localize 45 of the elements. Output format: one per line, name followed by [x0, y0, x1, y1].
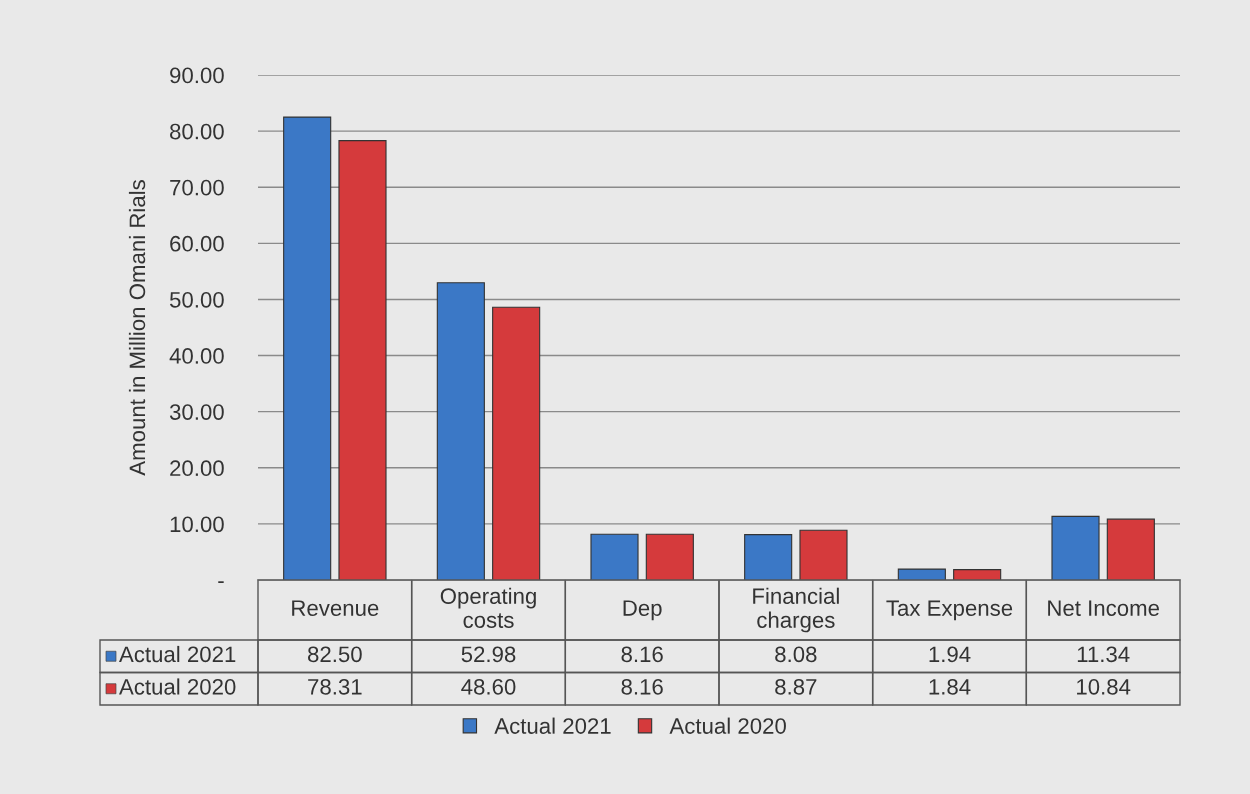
bar [436, 282, 485, 580]
y-tick-label: 10.00 [170, 516, 224, 533]
data-label: 8.87 [775, 678, 817, 695]
y-tick-label: 70.00 [170, 179, 224, 196]
legend-label: Actual 2021 [119, 645, 236, 663]
data-label: 11.34 [1077, 646, 1130, 663]
data-label: 10.84 [1077, 678, 1131, 695]
x-tick-label: Revenue [292, 600, 379, 616]
y-tick-label: 60.00 [170, 235, 224, 252]
data-label: 48.60 [461, 678, 516, 695]
bar [1051, 515, 1100, 580]
x-tick-label: Net Income [1048, 600, 1159, 616]
bar [799, 529, 848, 580]
data-label: 78.31 [308, 678, 362, 695]
bar [953, 569, 1002, 580]
x-tick-label: Operating costs [440, 587, 536, 628]
bar [744, 534, 793, 580]
data-label: 8.08 [775, 646, 817, 663]
text: Actual 2021 [494, 717, 611, 734]
y-axis-title: Amount in Million Omani Rials [128, 180, 146, 476]
y-tick-label: 30.00 [169, 404, 224, 420]
data-label: 82.50 [308, 646, 362, 663]
data-label: 1.94 [929, 646, 971, 663]
x-tick-label: Dep [623, 600, 662, 621]
data-label: 8.16 [621, 646, 663, 663]
bar [338, 140, 387, 580]
y-tick-label: 40.00 [169, 348, 224, 364]
x-tick-label: Tax Expense [886, 600, 1013, 621]
y-tick-label: 80.00 [170, 123, 224, 140]
y-tick-label: 50.00 [169, 291, 224, 308]
bar [897, 568, 946, 580]
y-tick-label: 90.00 [170, 67, 224, 84]
text: Actual 2020 [119, 678, 236, 695]
y-tick-label: - [218, 581, 224, 584]
x-tick-label: Financial charges [753, 587, 839, 633]
bar [492, 306, 541, 580]
y-tick-label: 20.00 [170, 460, 224, 477]
legend-label: Actual 2020 [669, 717, 786, 734]
data-label: 8.16 [621, 678, 663, 695]
bar [590, 533, 639, 580]
data-label: 1.84 [929, 678, 971, 695]
bar [1106, 518, 1155, 580]
bar [645, 533, 694, 580]
bar [283, 116, 332, 580]
data-label: 52.98 [461, 646, 516, 663]
